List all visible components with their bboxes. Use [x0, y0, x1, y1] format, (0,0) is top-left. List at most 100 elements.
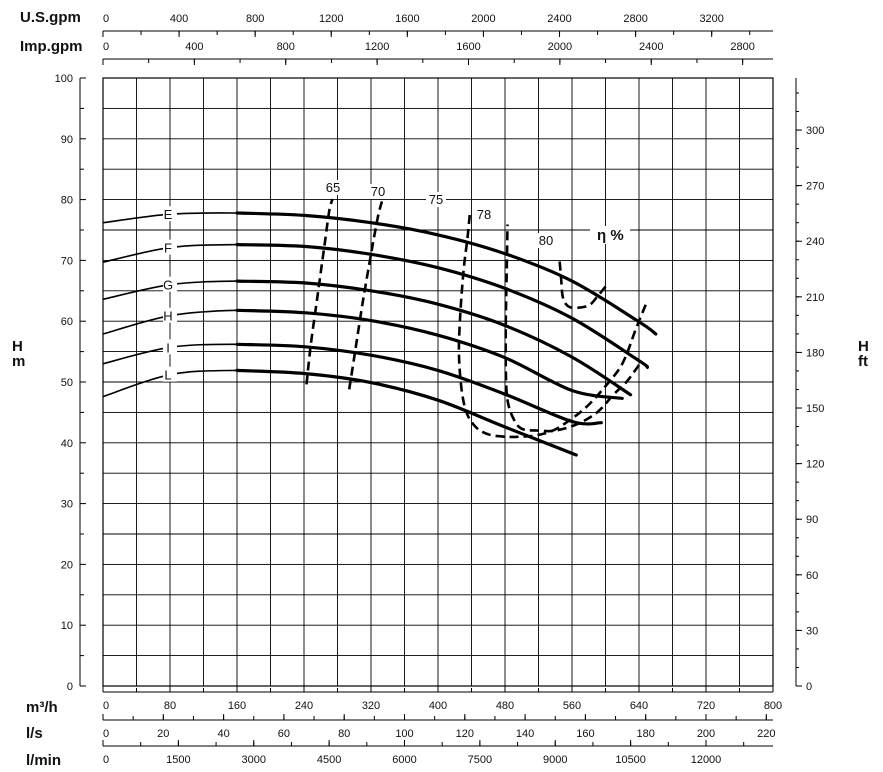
- curve-label-h: H: [163, 309, 172, 324]
- bottom-axis-unit-lmin: l/min: [26, 752, 61, 769]
- head-curve-thick-l: [235, 368, 578, 457]
- curve-label-i: I: [166, 340, 170, 355]
- flow-axis-tick-label: 1200: [319, 13, 343, 25]
- right-axis-tick-label: 120: [806, 459, 824, 471]
- efficiency-title-bg: [590, 226, 630, 244]
- flow-axis-tick-label: 400: [170, 13, 188, 25]
- flow-axis-tick-label: 560: [563, 700, 581, 712]
- left-axis-tick-label: 90: [61, 134, 73, 146]
- left-axis-tick-label: 30: [61, 499, 73, 511]
- flow-axis-tick-label: 7500: [468, 754, 492, 766]
- flow-axis-tick-label: 400: [185, 41, 203, 53]
- flow-axis-tick-label: 220: [757, 728, 775, 740]
- head-curve-e: [102, 212, 657, 335]
- right-axis-unit-h: H: [858, 338, 869, 355]
- flow-axis-tick-label: 800: [246, 13, 264, 25]
- head-curve-thick-g: [235, 279, 633, 397]
- top-axis-unit-usgpm: U.S.gpm: [20, 9, 81, 26]
- flow-axis-tick-label: 2800: [623, 13, 647, 25]
- left-axis-tick-label: 50: [61, 377, 73, 389]
- flow-axis-tick-label: 720: [697, 700, 715, 712]
- flow-axis-tick-label: 60: [278, 728, 290, 740]
- flow-axis-tick-label: 800: [277, 41, 295, 53]
- efficiency-label-78: 78: [477, 207, 491, 222]
- flow-axis-tick-label: 1200: [365, 41, 389, 53]
- flow-axis-tick-label: 180: [637, 728, 655, 740]
- flow-axis-tick-label: 12000: [691, 754, 722, 766]
- flow-axis-tick-label: 320: [362, 700, 380, 712]
- efficiency-label-bg-65: [323, 180, 343, 195]
- right-axis-tick-label: 180: [806, 347, 824, 359]
- efficiency-label-bg-70: [368, 184, 388, 199]
- efficiency-curve-80: [558, 258, 607, 310]
- flow-axis-tick-label: 240: [295, 700, 313, 712]
- flow-axis-tick-label: 20: [157, 728, 169, 740]
- curve-label-l: L: [164, 368, 171, 383]
- flow-axis-tick-label: 160: [228, 700, 246, 712]
- left-axis-tick-label: 0: [67, 681, 73, 693]
- flow-axis-tick-label: 10500: [615, 754, 646, 766]
- curve-label-bg-h: [163, 307, 177, 323]
- plot-grid: [102, 77, 774, 687]
- right-axis-tick-label: 0: [806, 681, 812, 693]
- flow-axis-tick-label: 2000: [471, 13, 495, 25]
- left-axis-tick-label: 80: [61, 195, 73, 207]
- left-axis-tick-label: 10: [61, 620, 73, 632]
- bottom-axis-unit-m3h: m³/h: [26, 699, 58, 716]
- head-curve-thick-f: [235, 243, 650, 369]
- head-curve-thick-h: [235, 308, 624, 400]
- left-axis-tick-label: 20: [61, 559, 73, 571]
- flow-axis-tick-label: 3200: [699, 13, 723, 25]
- head-curve-thick-e: [235, 211, 658, 336]
- left-axis-tick-label: 100: [55, 73, 73, 85]
- flow-axis-tick-label: 2800: [730, 41, 754, 53]
- efficiency-label-80: 80: [539, 233, 553, 248]
- left-axis-tick-label: 40: [61, 438, 73, 450]
- flow-axis-tick-label: 2400: [547, 13, 571, 25]
- flow-axis-tick-label: 100: [395, 728, 413, 740]
- flow-axis-tick-label: 200: [697, 728, 715, 740]
- right-axis-unit-ft: ft: [858, 353, 868, 370]
- flow-axis-tick-label: 800: [764, 700, 782, 712]
- curve-label-bg-g: [163, 276, 177, 292]
- top-axis-unit-impgpm: Imp.gpm: [20, 38, 83, 55]
- right-axis-tick-label: 60: [806, 570, 818, 582]
- flow-axis-tick-label: 40: [217, 728, 229, 740]
- flow-axis-tick-label: 6000: [392, 754, 416, 766]
- flow-axis-tick-label: 160: [576, 728, 594, 740]
- flow-axis-tick-label: 2400: [639, 41, 663, 53]
- efficiency-label-bg-78: [474, 207, 494, 222]
- curve-label-bg-l: [163, 366, 177, 382]
- flow-axis-tick-label: 400: [429, 700, 447, 712]
- flow-axis-tick-label: 2000: [548, 41, 572, 53]
- flow-axis-tick-label: 0: [103, 13, 109, 25]
- head-curve-f: [102, 243, 649, 369]
- left-axis-tick-label: 60: [61, 316, 73, 328]
- flow-axis-tick-label: 140: [516, 728, 534, 740]
- flow-axis-tick-label: 4500: [317, 754, 341, 766]
- head-curves: [102, 211, 658, 457]
- flow-axis-tick-label: 0: [103, 700, 109, 712]
- right-axis-tick-label: 210: [806, 292, 824, 304]
- flow-axis-tick-label: 1600: [456, 41, 480, 53]
- flow-axis-tick-label: 9000: [543, 754, 567, 766]
- right-axis-tick-label: 300: [806, 125, 824, 137]
- chart-axes: U.S.gpm Imp.gpm H m H ft m³/h l/s l/min …: [12, 9, 869, 769]
- flow-axis-tick-label: 480: [496, 700, 514, 712]
- flow-axis-tick-label: 3000: [242, 754, 266, 766]
- flow-axis-tick-label: 0: [103, 754, 109, 766]
- left-axis-tick-label: 70: [61, 255, 73, 267]
- right-axis-tick-label: 150: [806, 403, 824, 415]
- head-curve-thick-i: [235, 342, 603, 426]
- efficiency-label-75: 75: [429, 192, 443, 207]
- flow-axis-tick-label: 80: [338, 728, 350, 740]
- left-axis-unit-m: m: [12, 353, 25, 370]
- curve-label-bg-i: [163, 339, 177, 355]
- curve-label-e: E: [164, 207, 173, 222]
- left-axis-unit-h: H: [12, 338, 23, 355]
- flow-axis-tick-label: 120: [456, 728, 474, 740]
- head-curve-g: [102, 280, 632, 396]
- efficiency-label-65: 65: [326, 180, 340, 195]
- curve-label-bg-e: [163, 206, 177, 222]
